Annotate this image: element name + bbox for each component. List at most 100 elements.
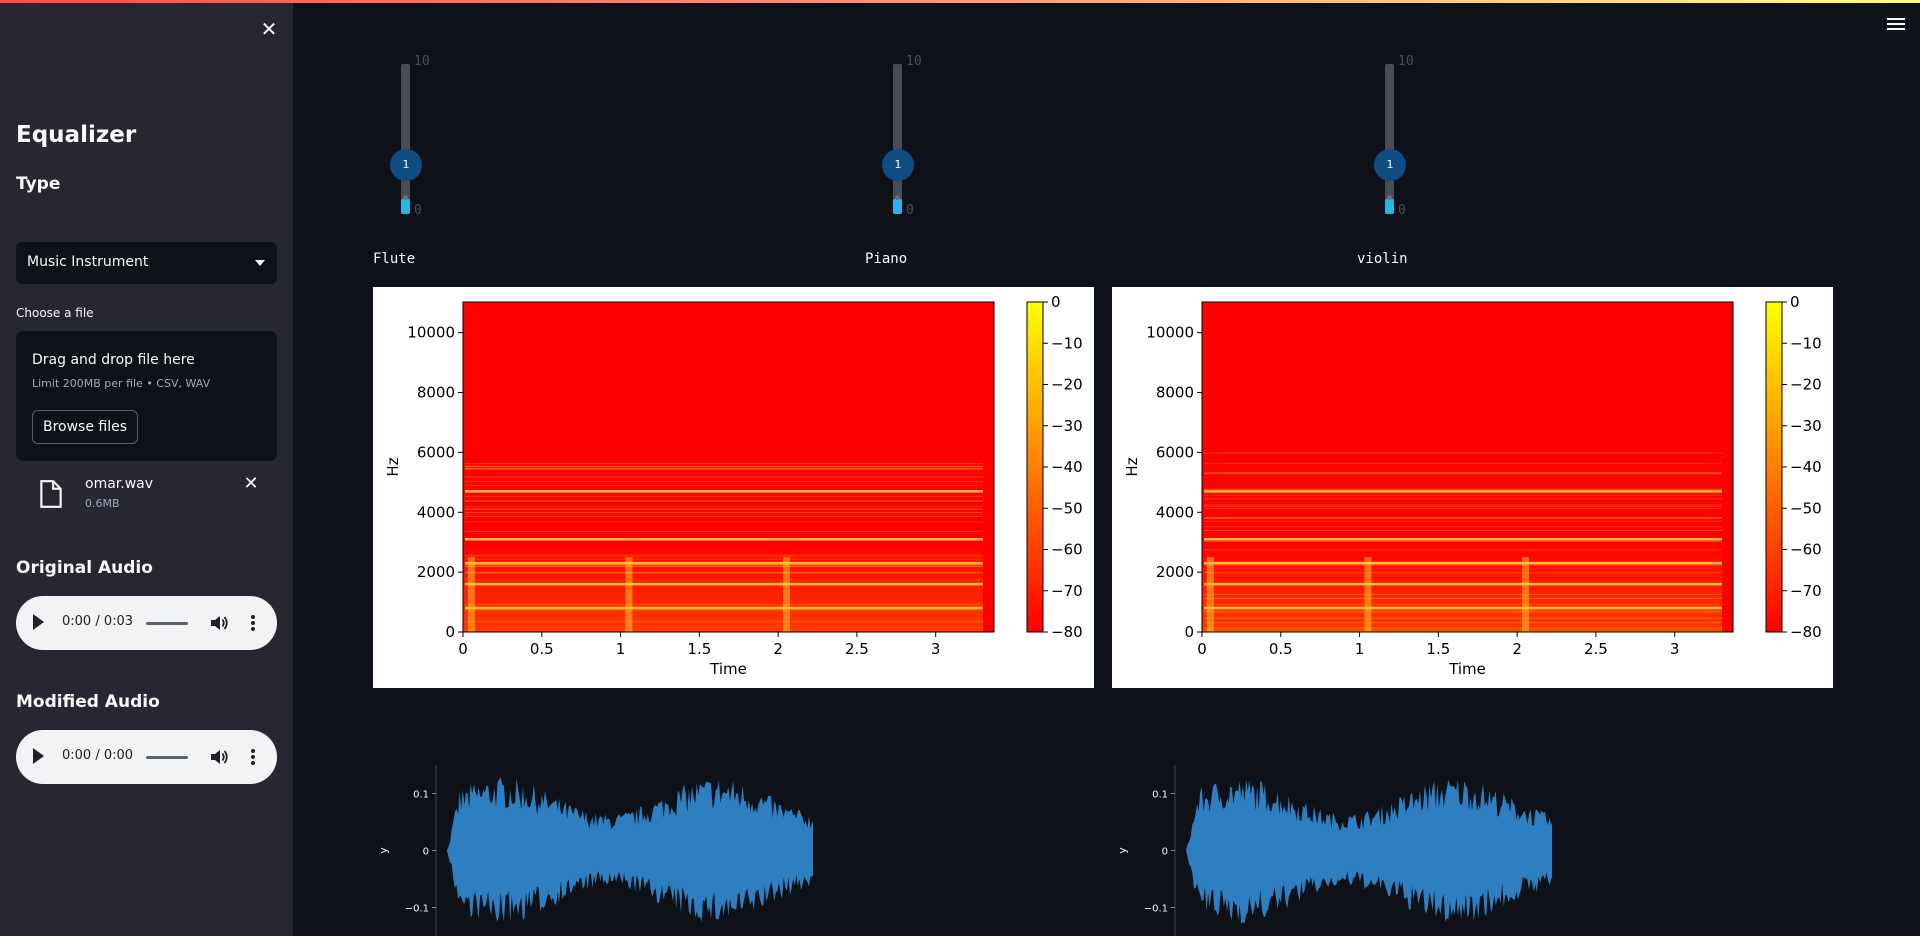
y-tick-label: 6000 — [417, 443, 455, 461]
more-options-icon[interactable] — [249, 747, 257, 767]
colorbar-tick-label: −50 — [1051, 499, 1083, 517]
slider-thumb[interactable]: 1 — [390, 149, 422, 181]
slider-step-dot — [895, 195, 900, 200]
original-waveform-panel: 0.1 0 −0.1 y — [373, 760, 813, 936]
waveform-tick-label: 0.1 — [413, 790, 429, 801]
colorbar-tick-label: −50 — [1790, 499, 1822, 517]
spectrogram-onset — [1364, 557, 1372, 632]
uploaded-file-name: omar.wav — [85, 476, 154, 492]
y-tick-label: 8000 — [1156, 384, 1194, 402]
spectrogram-energy-region — [1202, 437, 1722, 632]
type-select[interactable]: Music Instrument — [16, 242, 277, 284]
audio-seek-bar[interactable] — [146, 756, 188, 759]
volume-icon[interactable] — [209, 747, 229, 767]
dropzone-title: Drag and drop file here — [32, 352, 195, 368]
more-options-icon[interactable] — [249, 613, 257, 633]
spectrogram-onset — [467, 557, 475, 632]
violin-slider[interactable]: 1 10 0 — [1365, 54, 1425, 220]
waveform-tick-label: −0.1 — [1144, 904, 1168, 915]
y-tick-label: 2000 — [1156, 563, 1194, 581]
slider-track[interactable] — [1385, 64, 1394, 214]
audio-seek-bar[interactable] — [146, 622, 188, 625]
spectrogram-onset — [783, 557, 791, 632]
slider-step-dot — [1387, 195, 1392, 200]
y-axis-label: Hz — [1123, 457, 1141, 476]
slider-step-dot — [403, 195, 408, 200]
y-tick-label: 8000 — [417, 384, 455, 402]
x-tick-label: 3 — [931, 640, 941, 658]
slider-min-label: 0 — [906, 203, 914, 218]
spectrogram-frame — [462, 301, 995, 633]
sidebar: ✕ Equalizer Type Music Instrument Choose… — [0, 3, 293, 936]
colorbar-tick-label: −10 — [1790, 334, 1822, 352]
audio-time: 0:00 / 0:03 — [62, 614, 134, 629]
colorbar — [1765, 301, 1783, 633]
spectrogram-onset — [625, 557, 633, 632]
browse-files-button[interactable]: Browse files — [32, 410, 138, 444]
y-axis-label: Hz — [384, 457, 402, 476]
main-menu-icon[interactable] — [1887, 18, 1905, 36]
file-dropzone[interactable]: Drag and drop file here Limit 200MB per … — [16, 331, 277, 461]
colorbar-tick-label: −60 — [1051, 541, 1083, 559]
type-heading: Type — [16, 174, 61, 194]
x-tick-label: 0 — [1197, 640, 1207, 658]
slider-fill — [401, 199, 410, 214]
colorbar-tick-label: −60 — [1790, 541, 1822, 559]
play-icon[interactable] — [33, 748, 44, 764]
x-tick-label: 2 — [773, 640, 783, 658]
file-uploader-label: Choose a file — [16, 306, 94, 320]
spectrogram-energy-region — [463, 437, 983, 632]
spectrogram-onset — [1206, 557, 1214, 632]
x-tick-label: 0.5 — [530, 640, 554, 658]
x-tick-label: 2.5 — [1584, 640, 1608, 658]
chevron-down-icon — [255, 260, 265, 266]
y-tick-label: 4000 — [417, 503, 455, 521]
colorbar-tick-label: −10 — [1051, 334, 1083, 352]
colorbar-tick-label: −40 — [1790, 458, 1822, 476]
colorbar-tick-label: −30 — [1051, 417, 1083, 435]
close-sidebar-icon[interactable]: ✕ — [260, 17, 278, 41]
y-tick-label: 10000 — [407, 324, 455, 342]
colorbar-tick-label: −40 — [1051, 458, 1083, 476]
original-audio-player: 0:00 / 0:03 — [16, 596, 277, 650]
modified-waveform-chart: 0.1 0 −0.1 y — [1116, 765, 1552, 936]
waveform-y-axis-label: y — [377, 847, 390, 854]
slider-max-label: 10 — [906, 54, 922, 69]
waveform-tick-label: 0 — [1162, 847, 1168, 858]
piano-slider[interactable]: 1 10 0 — [873, 54, 933, 220]
y-tick-label: 4000 — [1156, 503, 1194, 521]
slider-thumb[interactable]: 1 — [882, 149, 914, 181]
slider-thumb[interactable]: 1 — [1374, 149, 1406, 181]
x-tick-label: 1 — [616, 640, 626, 658]
x-axis-label: Time — [709, 660, 747, 678]
file-icon — [40, 480, 62, 508]
waveform-area — [1186, 779, 1552, 924]
piano-slider-label: Piano — [865, 251, 908, 267]
slider-track[interactable] — [401, 64, 410, 214]
modified-spectrogram-panel: 0 0.5 1 1.5 2 2.5 3 0 2000 4000 6000 8000 10000 Time H… — [1112, 287, 1833, 688]
slider-fill — [1385, 199, 1394, 214]
original-waveform-chart: 0.1 0 −0.1 y — [377, 765, 813, 936]
x-tick-label: 2 — [1512, 640, 1522, 658]
original-spectrogram-chart: 0 0.5 1 1.5 2 2.5 3 0 2000 4000 6000 8000 10000 Time H… — [384, 293, 1083, 678]
slider-max-label: 10 — [414, 54, 430, 69]
original-audio-heading: Original Audio — [16, 558, 153, 578]
uploaded-file-size: 0.6MB — [85, 497, 120, 510]
colorbar-tick-label: −30 — [1790, 417, 1822, 435]
colorbar-tick-label: −80 — [1051, 623, 1083, 641]
colorbar-tick-label: −20 — [1051, 376, 1083, 394]
x-tick-label: 1.5 — [687, 640, 711, 658]
x-tick-label: 0.5 — [1269, 640, 1293, 658]
play-icon[interactable] — [33, 614, 44, 630]
colorbar-tick-label: 0 — [1790, 293, 1800, 311]
slider-track[interactable] — [893, 64, 902, 214]
waveform-area — [447, 777, 813, 923]
flute-slider[interactable]: 1 10 0 — [381, 54, 441, 220]
spectrogram-frame — [1201, 301, 1734, 633]
x-axis-label: Time — [1448, 660, 1486, 678]
slider-min-label: 0 — [414, 203, 422, 218]
volume-icon[interactable] — [209, 613, 229, 633]
remove-file-icon[interactable]: ✕ — [243, 473, 259, 494]
slider-max-label: 10 — [1398, 54, 1414, 69]
x-tick-label: 0 — [458, 640, 468, 658]
